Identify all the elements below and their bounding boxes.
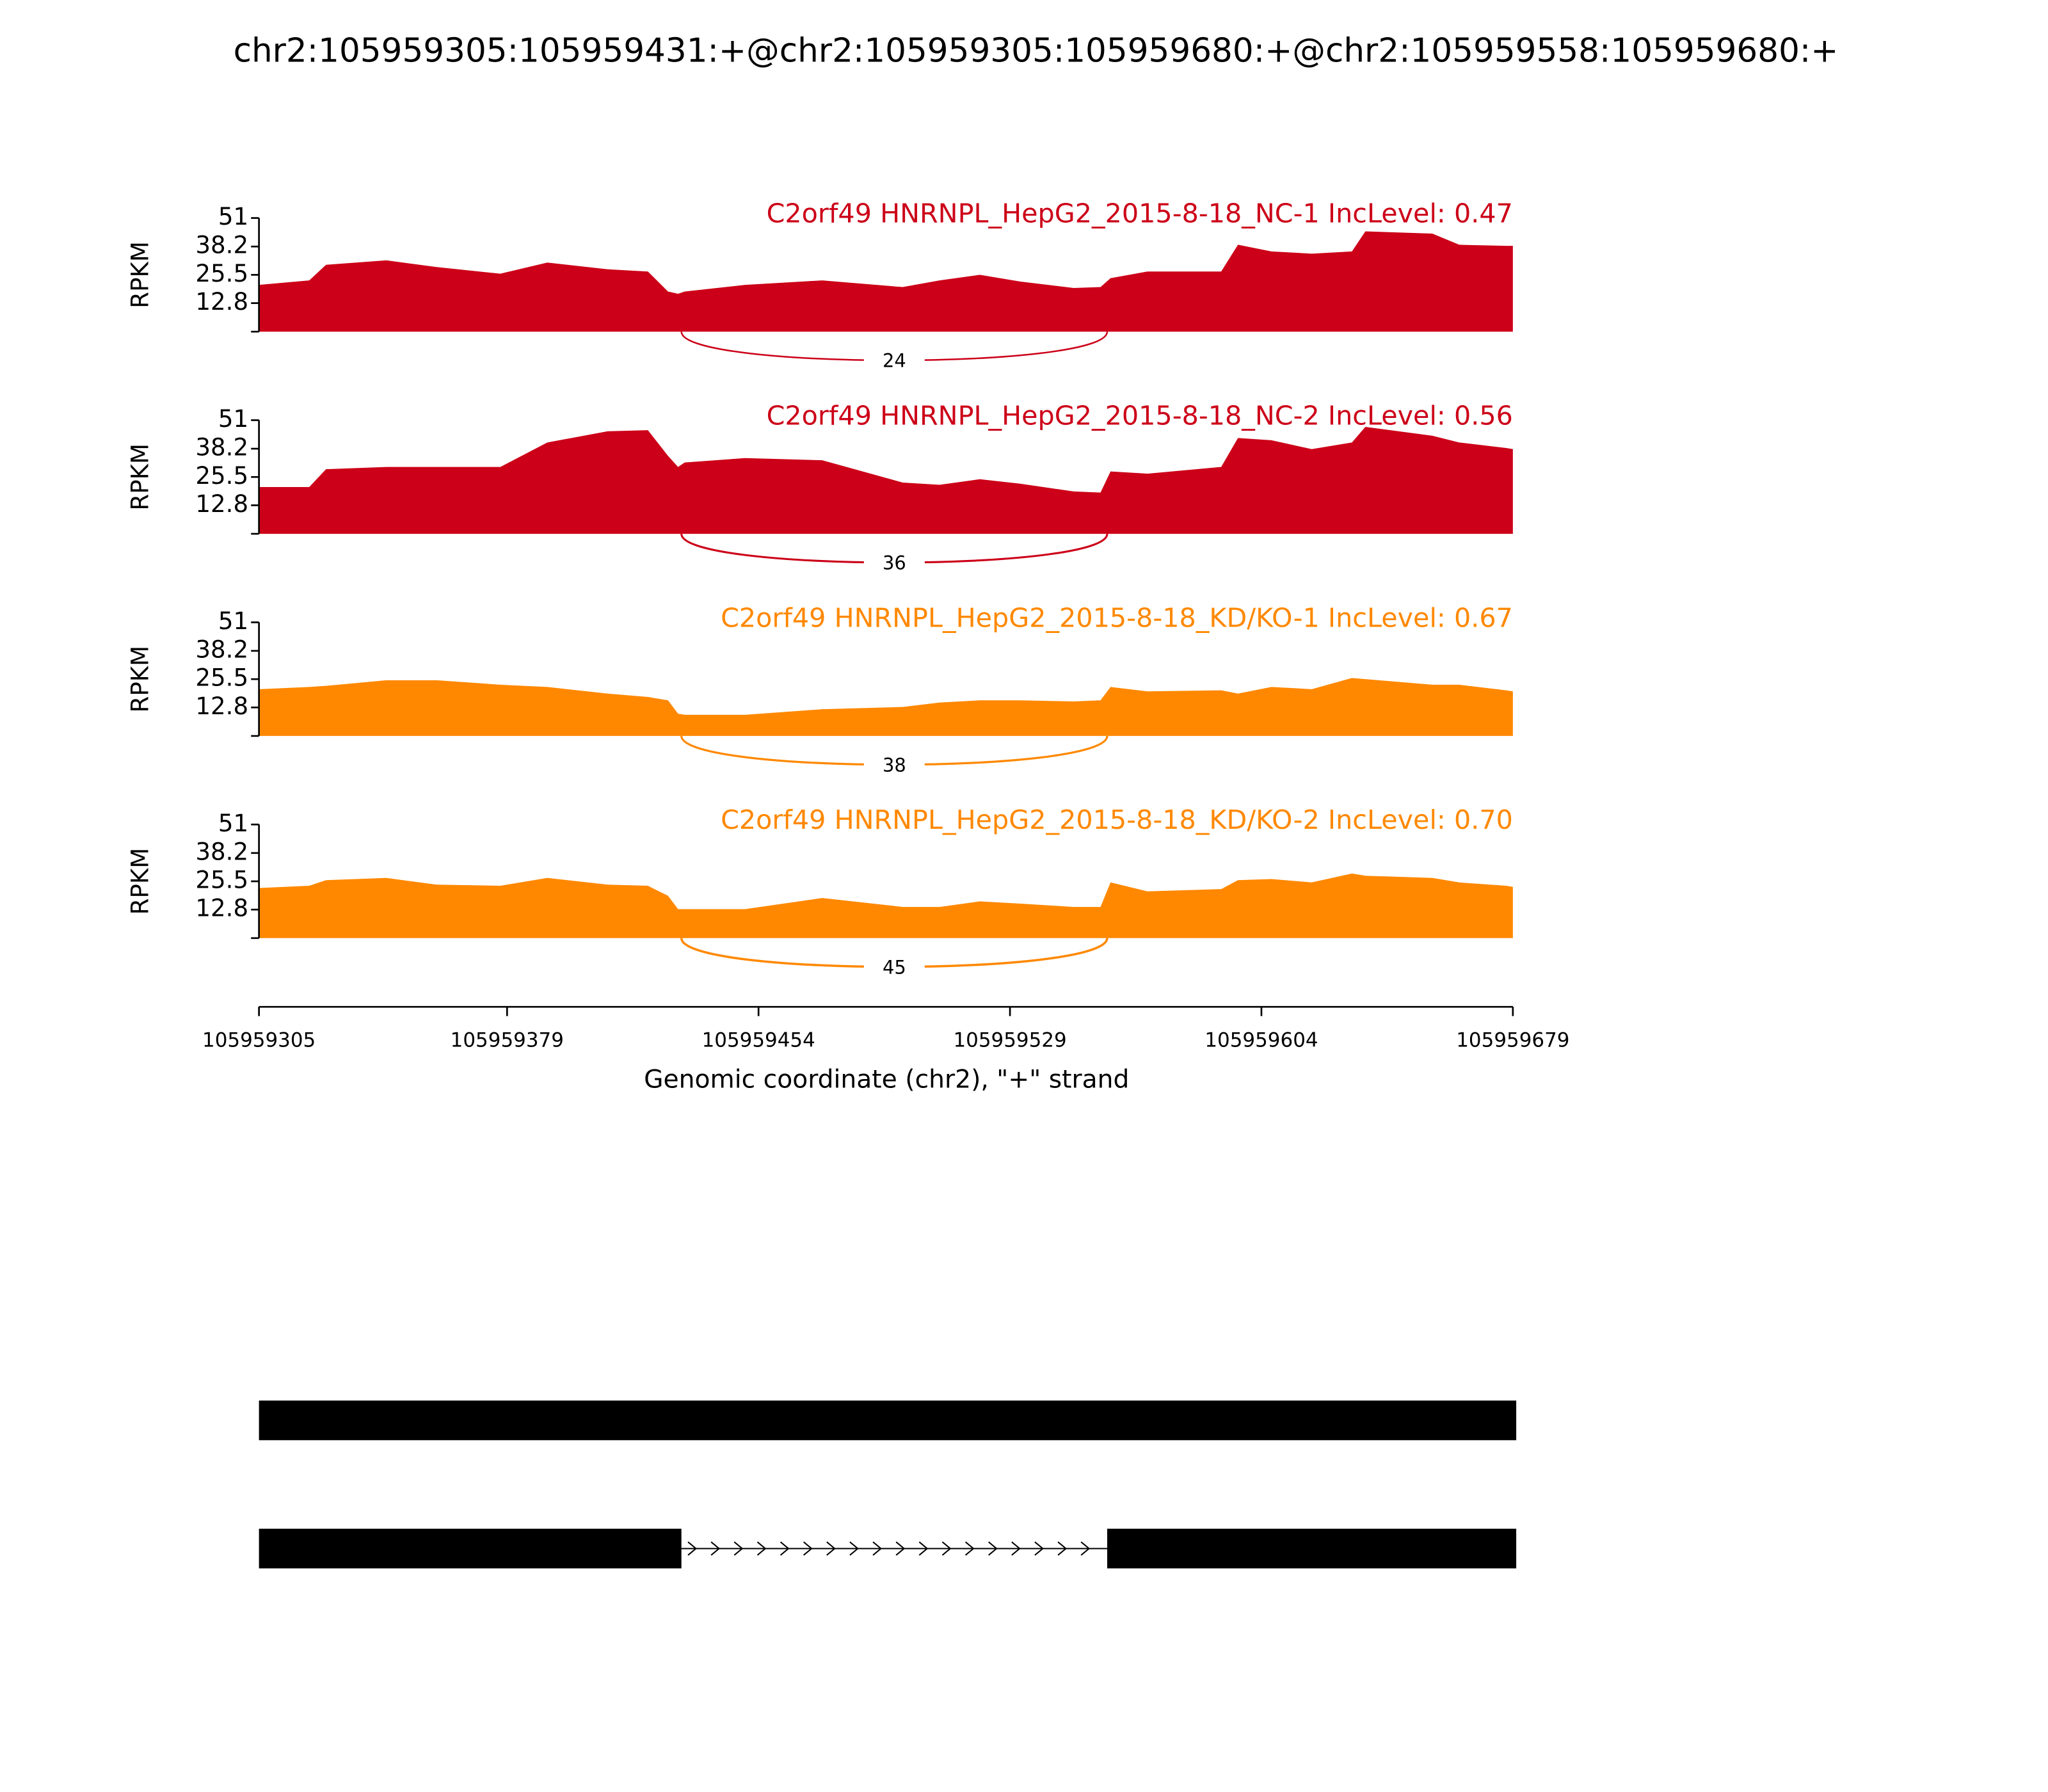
y-tick-label: 38.2	[195, 434, 248, 461]
intron-chevron	[826, 1541, 836, 1556]
y-tick-label: 25.5	[195, 462, 248, 490]
track-label: C2orf49 HNRNPL_HepG2_2015-8-18_KD/KO-2 I…	[721, 804, 1513, 835]
intron-chevron	[941, 1541, 952, 1556]
x-tick-label: 105959604	[1204, 1028, 1318, 1052]
junction-label: 45	[883, 956, 906, 978]
y-axis-label: RPKM	[126, 241, 154, 308]
y-tick-label: 51	[218, 203, 248, 230]
intron-chevron	[895, 1541, 906, 1556]
intron-chevron	[872, 1541, 883, 1556]
exon	[259, 1400, 1517, 1441]
y-tick-label: 25.5	[195, 664, 248, 692]
x-tick-label: 105959679	[1456, 1028, 1569, 1052]
track-label: C2orf49 HNRNPL_HepG2_2015-8-18_NC-2 IncL…	[767, 400, 1513, 431]
y-tick-label: 12.8	[195, 490, 248, 518]
y-tick-label: 38.2	[195, 838, 248, 865]
x-tick-label: 105959305	[202, 1028, 316, 1052]
coverage-area	[259, 426, 1513, 534]
coverage-area	[259, 873, 1513, 938]
y-tick-label: 51	[218, 810, 248, 837]
y-tick-label: 12.8	[195, 288, 248, 316]
intron-chevron	[687, 1541, 698, 1556]
intron-chevron	[803, 1541, 813, 1556]
junction-label: 36	[883, 552, 906, 574]
intron-chevron	[780, 1541, 790, 1556]
y-tick-label: 51	[218, 405, 248, 433]
intron-chevron	[849, 1541, 859, 1556]
junction-label-bg	[863, 955, 925, 982]
x-tick-label: 105959379	[451, 1028, 564, 1052]
y-axis-label: RPKM	[126, 848, 154, 915]
intron-chevron	[918, 1541, 929, 1556]
intron-chevron	[1057, 1541, 1068, 1556]
junction-label-bg	[863, 550, 925, 578]
y-tick-label: 38.2	[195, 232, 248, 259]
intron-chevron	[988, 1541, 998, 1556]
exon	[259, 1528, 682, 1569]
intron-chevron	[733, 1541, 744, 1556]
intron-chevron	[1011, 1541, 1021, 1556]
y-axis-label: RPKM	[126, 646, 154, 713]
intron-chevron	[964, 1541, 975, 1556]
y-tick-label: 25.5	[195, 260, 248, 287]
track-label: C2orf49 HNRNPL_HepG2_2015-8-18_NC-1 IncL…	[767, 198, 1513, 229]
y-tick-label: 38.2	[195, 636, 248, 663]
x-tick-label: 105959529	[953, 1028, 1066, 1052]
junction-label-bg	[863, 753, 925, 780]
x-tick-label: 105959454	[702, 1028, 815, 1052]
junction-label-bg	[863, 349, 925, 376]
exon	[1107, 1528, 1517, 1569]
intron-chevron	[756, 1541, 767, 1556]
y-tick-label: 12.8	[195, 895, 248, 922]
chart-title: chr2:105959305:105959431:+@chr2:10595930…	[234, 32, 1839, 70]
y-tick-label: 25.5	[195, 867, 248, 894]
junction-label: 38	[883, 754, 906, 776]
y-tick-label: 51	[218, 607, 248, 635]
junction-label: 24	[883, 350, 906, 372]
x-axis-label: Genomic coordinate (chr2), "+" strand	[644, 1065, 1129, 1094]
intron-chevron	[710, 1541, 721, 1556]
intron-chevron	[1080, 1541, 1091, 1556]
y-tick-label: 12.8	[195, 692, 248, 720]
track-label: C2orf49 HNRNPL_HepG2_2015-8-18_KD/KO-1 I…	[721, 602, 1513, 633]
y-axis-label: RPKM	[126, 444, 154, 511]
intron-chevron	[1034, 1541, 1044, 1556]
coverage-area	[259, 678, 1513, 736]
coverage-area	[259, 231, 1513, 332]
